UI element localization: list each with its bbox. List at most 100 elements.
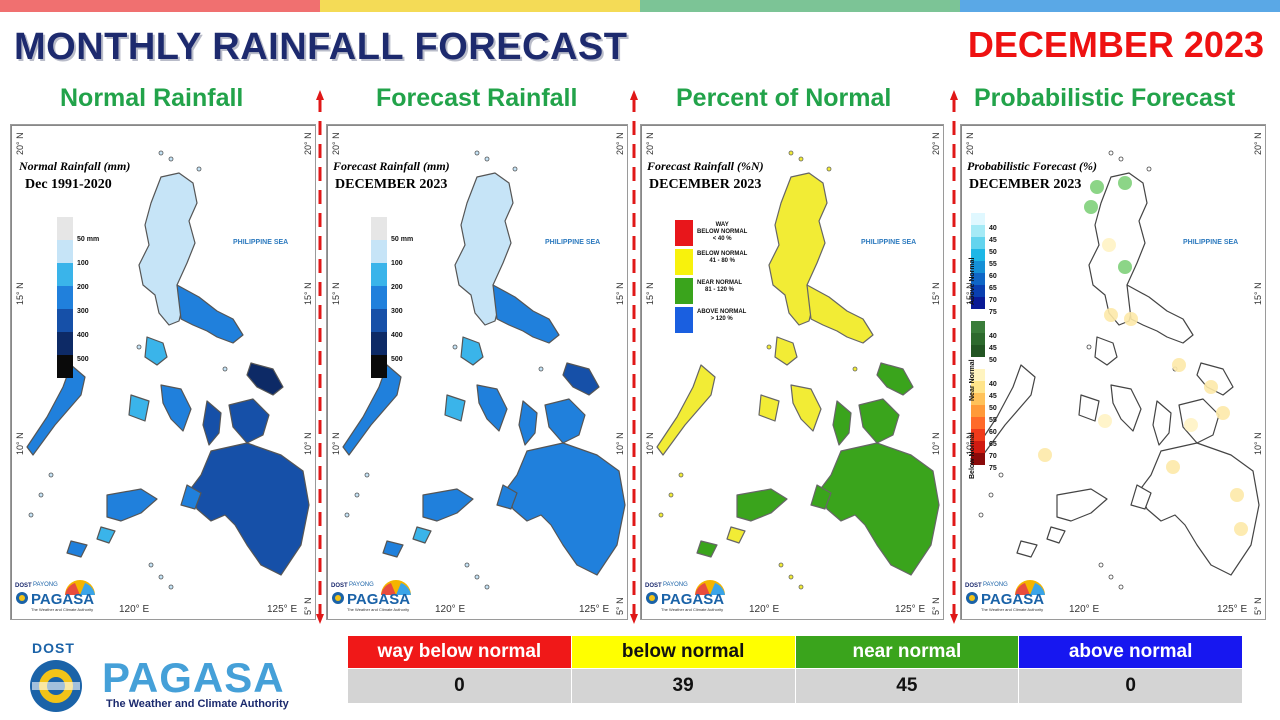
island-shape bbox=[128, 394, 150, 422]
island-shape bbox=[188, 442, 310, 576]
islet-shape bbox=[788, 574, 794, 580]
legend-label: WAY BELOW NORMAL < 40 % bbox=[697, 222, 748, 242]
map-subtitle: DECEMBER 2023 bbox=[649, 177, 762, 192]
lon-label: 125° E bbox=[895, 604, 926, 615]
logo-pagasa-text: PAGASA bbox=[661, 591, 725, 608]
topbar-segment-blue bbox=[960, 0, 1280, 12]
islet-shape bbox=[826, 166, 832, 172]
lat-label: 5° N bbox=[931, 597, 941, 615]
philippine-sea-label: PHILIPPINE SEA bbox=[1183, 239, 1239, 246]
islet-shape bbox=[344, 512, 350, 518]
islet-shape bbox=[788, 150, 794, 156]
legend-label: 55 bbox=[989, 417, 997, 424]
top-color-bar bbox=[0, 0, 1280, 12]
philippine-sea-label: PHILIPPINE SEA bbox=[545, 239, 601, 246]
island-shape bbox=[26, 364, 86, 456]
probability-dot bbox=[1230, 488, 1244, 502]
islet-shape bbox=[1086, 344, 1092, 350]
islet-shape bbox=[852, 366, 858, 372]
payong-pagasa-logo: DOST PAYONG PAGASA The Weather and Clima… bbox=[645, 579, 731, 613]
legend-swatch bbox=[57, 217, 73, 240]
legend-swatch bbox=[971, 417, 985, 429]
divider-3 bbox=[950, 90, 958, 624]
probability-dot bbox=[1090, 180, 1104, 194]
island-shape bbox=[202, 400, 222, 446]
islet-shape bbox=[38, 492, 44, 498]
pagasa-mini-emblem-icon bbox=[646, 592, 658, 604]
logo-tagline: The Weather and Climate Authority bbox=[31, 607, 94, 612]
lat-label: 10° N bbox=[303, 432, 313, 455]
islet-shape bbox=[168, 156, 174, 162]
lon-label: 120° E bbox=[435, 604, 466, 615]
logo-pagasa-text: PAGASA bbox=[31, 591, 95, 608]
heading-probabilistic-forecast: Probabilistic Forecast bbox=[974, 84, 1236, 112]
probabilistic-legend: 40 45 50 55 60 65 70 75 40 45 50 40 45 50 55 60 65 70 75 Ab… bbox=[969, 213, 997, 479]
legend-swatch bbox=[57, 286, 73, 309]
legend-label: 500 bbox=[77, 356, 89, 363]
island-shape bbox=[858, 398, 900, 444]
lat-label: 5° N bbox=[615, 597, 625, 615]
umbrella-icon bbox=[1015, 580, 1045, 595]
legend-label: 100 bbox=[77, 260, 89, 267]
lat-label: 20° N bbox=[1253, 132, 1263, 155]
legend-swatch bbox=[971, 441, 985, 453]
map-title: Forecast Rainfall (%N) bbox=[647, 159, 764, 173]
legend-swatch bbox=[371, 286, 387, 309]
legend-label: 50 mm bbox=[391, 236, 414, 243]
island-shape bbox=[790, 384, 822, 432]
pagasa-tagline: The Weather and Climate Authority bbox=[106, 698, 289, 710]
legend-label: 100 bbox=[391, 260, 403, 267]
pagasa-mini-emblem-icon bbox=[16, 592, 28, 604]
lat-label: 15° N bbox=[1253, 282, 1263, 305]
map-subtitle: DECEMBER 2023 bbox=[969, 177, 1082, 192]
lat-label: 10° N bbox=[615, 432, 625, 455]
philippines-map bbox=[11, 125, 315, 619]
map-title: Probabilistic Forecast (%) bbox=[967, 159, 1097, 173]
legend-swatch bbox=[57, 309, 73, 332]
probability-dot bbox=[1216, 406, 1230, 420]
island-shape bbox=[496, 484, 518, 510]
logo-tagline: The Weather and Climate Authority bbox=[347, 607, 410, 612]
pagasa-emblem-icon bbox=[30, 660, 82, 712]
islet-shape bbox=[798, 584, 804, 590]
map-subtitle: DECEMBER 2023 bbox=[335, 177, 448, 192]
lon-label: 120° E bbox=[119, 604, 150, 615]
divider-1 bbox=[316, 90, 324, 624]
count-near-normal: 45 bbox=[794, 668, 1020, 704]
logo-payong-text: PAYONG bbox=[983, 582, 1008, 588]
legend-group-near: Near Normal bbox=[969, 359, 976, 401]
islet-shape bbox=[778, 562, 784, 568]
legend-swatch bbox=[971, 321, 985, 333]
divider-2 bbox=[630, 90, 638, 624]
probability-dot bbox=[1234, 522, 1248, 536]
legend-swatch bbox=[675, 307, 693, 333]
legend-label: 55 bbox=[989, 261, 997, 268]
philippines-map bbox=[327, 125, 627, 619]
umbrella-icon bbox=[381, 580, 411, 595]
islet-shape bbox=[196, 166, 202, 172]
probability-dot bbox=[1204, 380, 1218, 394]
legend-swatch bbox=[971, 405, 985, 417]
legend-label: 40 bbox=[989, 381, 997, 388]
islet-shape bbox=[798, 156, 804, 162]
islet-shape bbox=[48, 472, 54, 478]
island-shape bbox=[444, 394, 466, 422]
lat-label: 10° N bbox=[931, 432, 941, 455]
lat-label: 15° N bbox=[303, 282, 313, 305]
umbrella-icon bbox=[695, 580, 725, 595]
logo-dost-text: DOST bbox=[645, 583, 662, 589]
islet-shape bbox=[474, 574, 480, 580]
legend-label: 50 bbox=[989, 249, 997, 256]
island-shape bbox=[454, 172, 514, 326]
lat-label: 20° N bbox=[615, 132, 625, 155]
legend-label: 45 bbox=[989, 393, 997, 400]
payong-pagasa-logo: DOST PAYONG PAGASA The Weather and Clima… bbox=[331, 579, 417, 613]
island-shape bbox=[144, 336, 168, 366]
islet-shape bbox=[354, 492, 360, 498]
island-shape bbox=[768, 172, 828, 326]
island-shape bbox=[138, 172, 198, 326]
island-shape bbox=[422, 488, 474, 522]
legend-label: 400 bbox=[77, 332, 89, 339]
logo-pagasa-text: PAGASA bbox=[981, 591, 1045, 608]
legend-swatch bbox=[971, 429, 985, 441]
